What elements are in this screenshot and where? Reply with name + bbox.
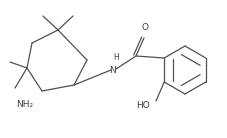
- Text: O: O: [141, 23, 148, 32]
- Text: N: N: [109, 66, 116, 75]
- Text: NH₂: NH₂: [16, 100, 33, 109]
- Text: H: H: [113, 53, 118, 62]
- Text: HO: HO: [136, 102, 149, 111]
